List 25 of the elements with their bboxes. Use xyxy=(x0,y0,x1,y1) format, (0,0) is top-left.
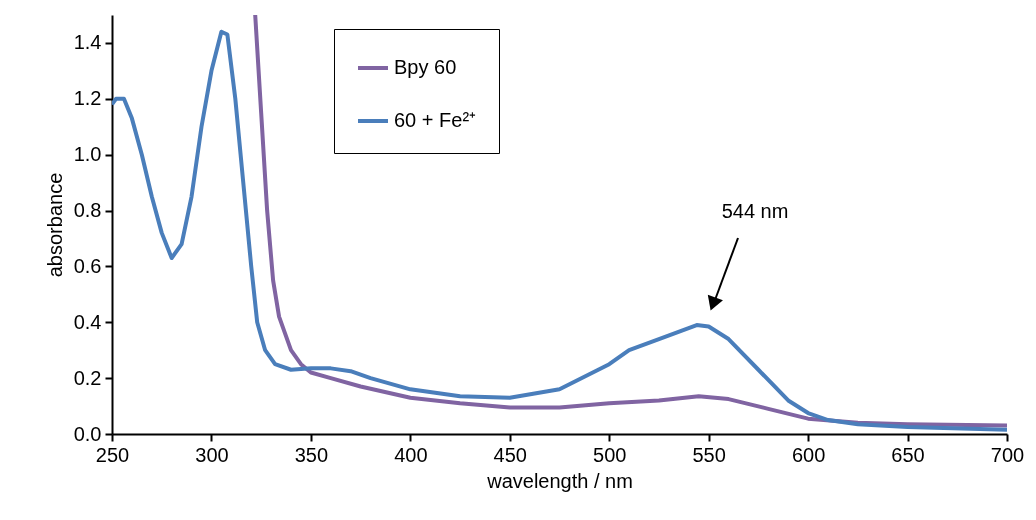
annotation: 544 nm xyxy=(721,200,789,222)
y-axis-title: absorbance xyxy=(43,172,66,278)
y-tick-label: 0.2 xyxy=(73,366,102,389)
y-tick-label: 0.0 xyxy=(73,422,102,445)
x-tick-label: 650 xyxy=(891,443,925,466)
x-tick-label: 300 xyxy=(195,443,229,466)
line-series xyxy=(253,15,1007,428)
y-tick-label: 0.4 xyxy=(73,310,102,333)
x-tick-label: 700 xyxy=(990,443,1025,466)
line-series xyxy=(112,29,1007,432)
x-tick-label: 550 xyxy=(692,443,726,466)
x-tick-label: 350 xyxy=(294,443,329,466)
x-tick-label: 600 xyxy=(791,443,826,466)
y-tick-label: 1.2 xyxy=(73,87,102,110)
x-tick-label: 450 xyxy=(493,443,527,466)
legend-label: 60 + Fe²⁺ xyxy=(394,109,477,131)
x-tick-label: 500 xyxy=(593,443,627,466)
y-tick-label: 1.0 xyxy=(73,143,102,166)
y-tick-label: 0.8 xyxy=(73,199,102,222)
x-tick-label: 400 xyxy=(394,443,428,466)
y-tick-label: 0.6 xyxy=(73,254,102,277)
legend-label: Bpy 60 xyxy=(394,56,457,78)
x-axis-title: wavelength / nm xyxy=(486,469,633,492)
y-tick-label: 1.4 xyxy=(73,31,102,54)
x-tick-label: 250 xyxy=(95,443,130,466)
